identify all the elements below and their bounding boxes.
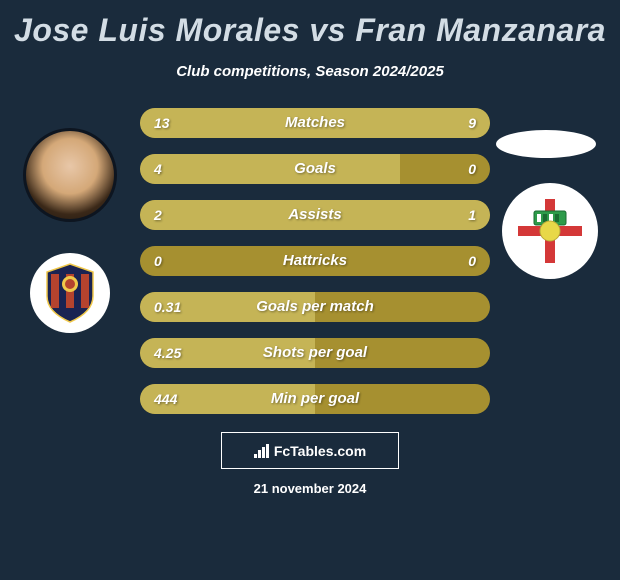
footer-date: 21 november 2024 bbox=[0, 481, 620, 496]
stat-label: Hattricks bbox=[140, 246, 490, 276]
brand-label: FcTables.com bbox=[274, 443, 366, 459]
levante-crest-icon bbox=[37, 260, 103, 326]
stat-label: Goals bbox=[140, 154, 490, 184]
brand-footer[interactable]: FcTables.com bbox=[221, 432, 399, 469]
player-right-placeholder bbox=[496, 130, 596, 158]
stat-label: Shots per goal bbox=[140, 338, 490, 368]
stat-label: Goals per match bbox=[140, 292, 490, 322]
fctables-icon bbox=[254, 444, 270, 458]
stat-bar: 0.31Goals per match bbox=[140, 292, 490, 322]
comparison-title: Jose Luis Morales vs Fran Manzanara bbox=[0, 0, 620, 49]
comparison-subtitle: Club competitions, Season 2024/2025 bbox=[0, 63, 620, 80]
stat-bar: 444Min per goal bbox=[140, 384, 490, 414]
stats-bars: 139Matches 40Goals 21Assists 00Hattricks 0.3… bbox=[140, 108, 490, 414]
player-left-avatar bbox=[23, 128, 117, 222]
stat-bar: 21Assists bbox=[140, 200, 490, 230]
stat-label: Min per goal bbox=[140, 384, 490, 414]
stat-bar: 139Matches bbox=[140, 108, 490, 138]
stat-bar: 40Goals bbox=[140, 154, 490, 184]
racing-ferrol-crest-icon bbox=[512, 193, 588, 269]
stat-label: Matches bbox=[140, 108, 490, 138]
stat-bar: 4.25Shots per goal bbox=[140, 338, 490, 368]
stat-bar: 00Hattricks bbox=[140, 246, 490, 276]
comparison-content: 139Matches 40Goals 21Assists 00Hattricks 0.3… bbox=[0, 108, 620, 414]
club-left-crest bbox=[30, 253, 110, 333]
stat-label: Assists bbox=[140, 200, 490, 230]
club-right-crest bbox=[502, 183, 598, 279]
